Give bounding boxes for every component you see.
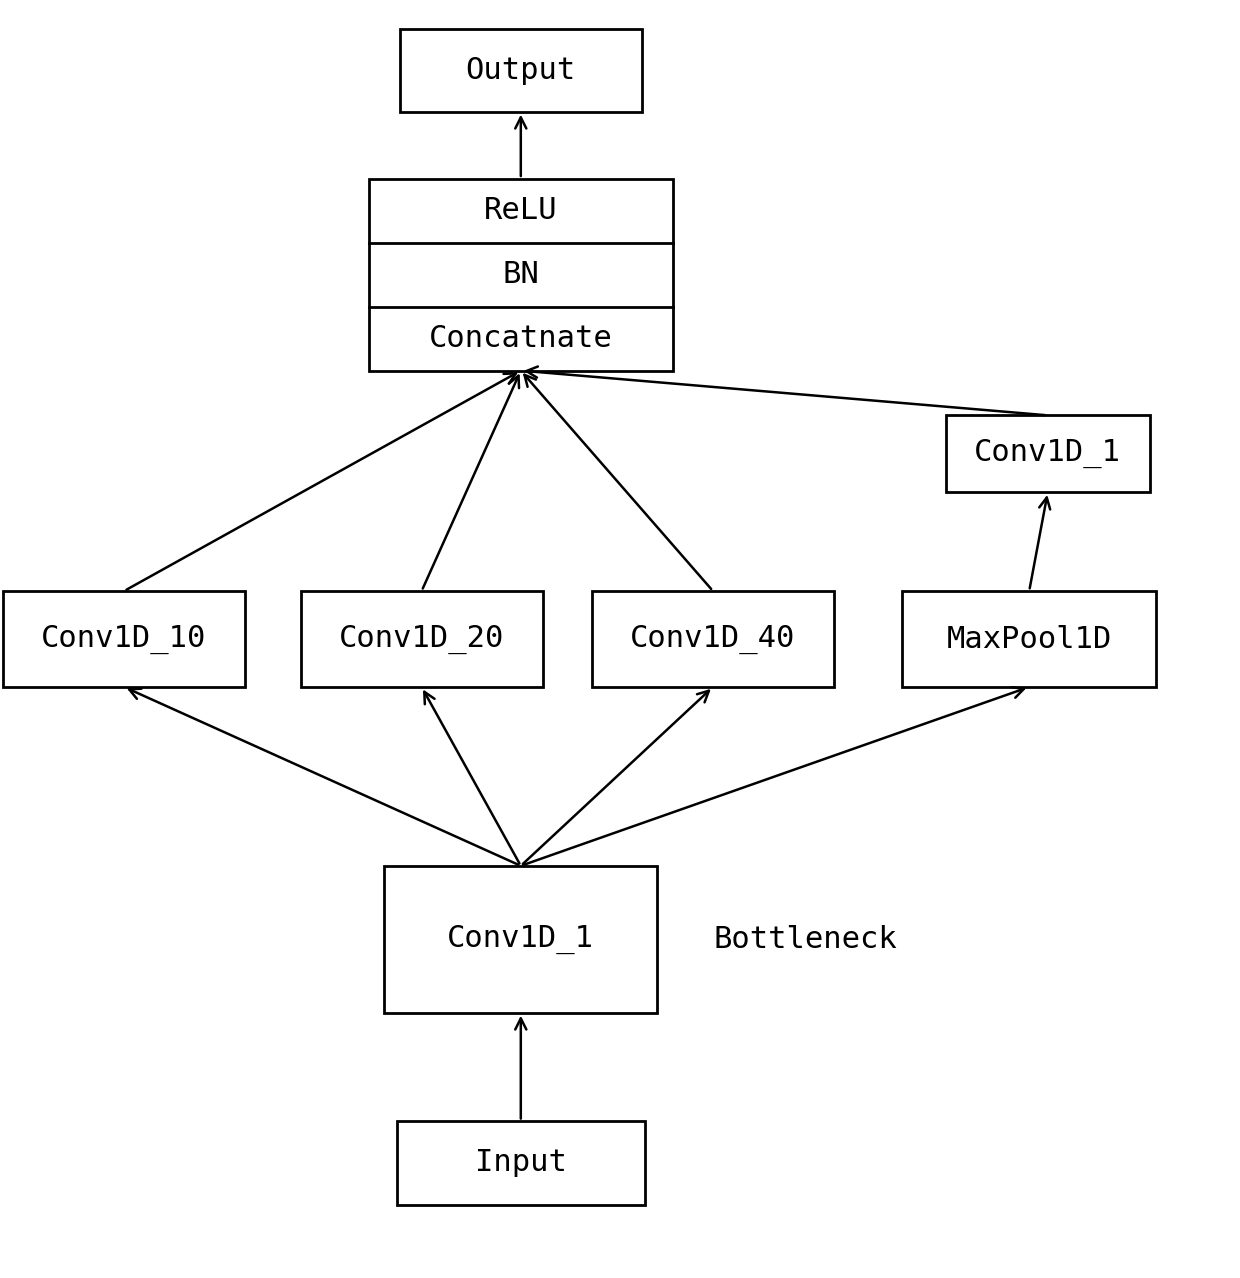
Text: Conv1D_10: Conv1D_10 bbox=[41, 625, 207, 653]
Text: Conv1D_1: Conv1D_1 bbox=[448, 925, 594, 953]
Bar bbox=[399, 29, 642, 112]
Bar bbox=[591, 592, 833, 688]
Text: MaxPool1D: MaxPool1D bbox=[946, 625, 1112, 653]
Bar bbox=[901, 592, 1156, 688]
Bar bbox=[4, 592, 246, 688]
Bar bbox=[397, 1122, 645, 1204]
Bar bbox=[384, 866, 657, 1012]
Text: Conv1D_40: Conv1D_40 bbox=[630, 625, 796, 653]
Text: BN: BN bbox=[502, 261, 539, 289]
Text: Bottleneck: Bottleneck bbox=[713, 925, 897, 953]
Text: Conv1D_20: Conv1D_20 bbox=[339, 625, 505, 653]
Bar bbox=[301, 592, 543, 688]
Text: Concatnate: Concatnate bbox=[429, 325, 613, 353]
Text: ReLU: ReLU bbox=[484, 197, 558, 225]
Text: Conv1D_1: Conv1D_1 bbox=[975, 440, 1121, 468]
Bar bbox=[370, 179, 672, 371]
Text: Input: Input bbox=[475, 1149, 567, 1177]
Text: Output: Output bbox=[466, 56, 575, 84]
Bar bbox=[945, 415, 1151, 492]
